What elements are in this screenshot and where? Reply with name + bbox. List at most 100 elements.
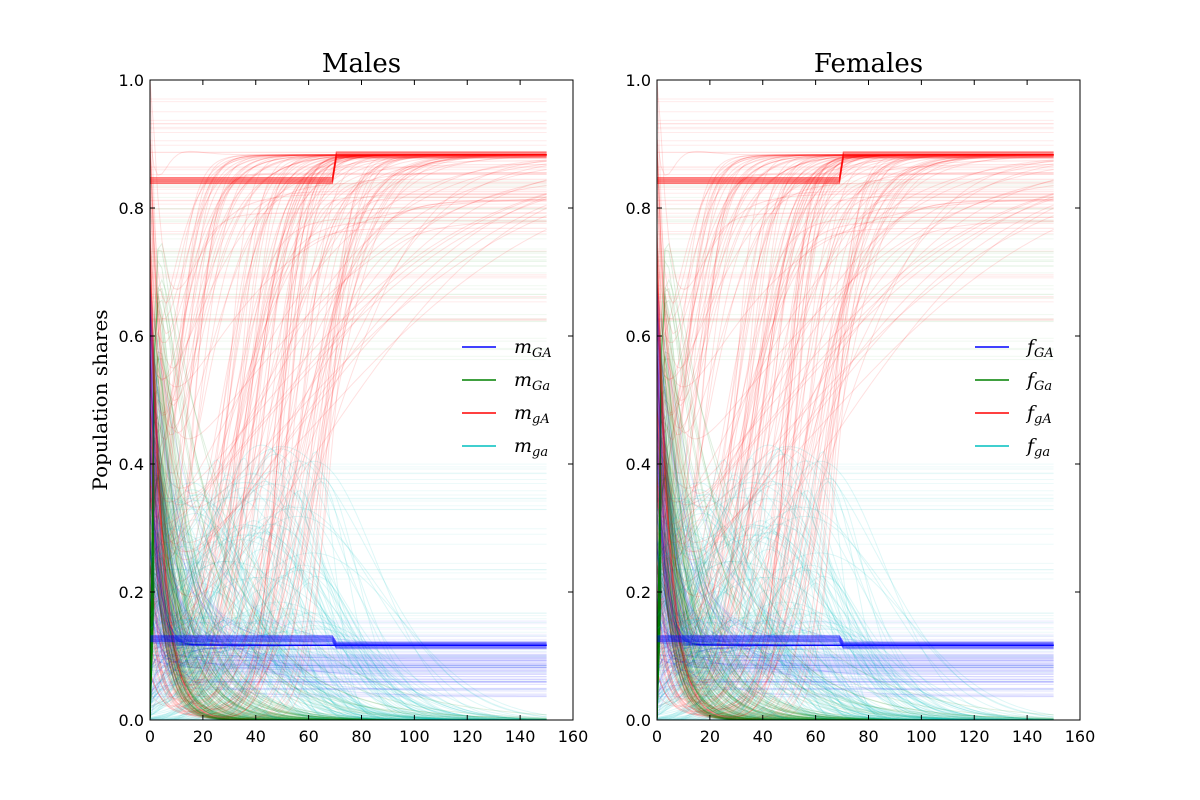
- trajectory-GA: [150, 323, 547, 660]
- trajectory-gA: [657, 198, 1054, 388]
- trajectory-GA: [657, 303, 1054, 689]
- trajectory-Ga: [150, 415, 547, 720]
- trajectory-ga: [657, 516, 1054, 720]
- trajectory-GA: [150, 277, 547, 657]
- trajectory-GA: [150, 603, 547, 664]
- trajectory-ga: [150, 490, 547, 720]
- trajectory-GA: [657, 547, 1054, 662]
- trajectory-Ga: [150, 392, 547, 720]
- trajectory-ga: [657, 631, 1054, 720]
- trajectory-gA: [657, 80, 1054, 290]
- trajectory-GA: [657, 609, 1054, 650]
- x-tick-label: 140: [1012, 727, 1043, 746]
- trajectory-ga: [150, 613, 547, 720]
- trajectory-lines: [150, 80, 547, 720]
- trajectory-ga: [150, 564, 547, 720]
- x-tick-label: 0: [652, 727, 662, 746]
- trajectory-ga: [150, 535, 547, 720]
- trajectory-ga: [657, 588, 1054, 720]
- trajectory-ga: [657, 617, 1054, 720]
- trajectory-gA: [657, 179, 1054, 561]
- trajectory-Ga: [150, 310, 547, 720]
- trajectory-ga: [150, 557, 547, 720]
- trajectory-GA: [657, 332, 1054, 678]
- trajectory-Ga: [150, 335, 547, 720]
- trajectory-ga: [150, 633, 547, 720]
- trajectory-Ga: [150, 496, 547, 720]
- trajectory-Ga: [657, 563, 1054, 720]
- y-tick-label: 0.0: [626, 711, 651, 730]
- trajectory-ga: [657, 506, 1054, 719]
- trajectory-ga: [657, 525, 1054, 720]
- trajectory-ga: [657, 446, 1054, 718]
- trajectory-Ga: [657, 581, 1054, 720]
- equilibrium-band-gA: [657, 157, 1054, 184]
- trajectory-Ga: [150, 576, 547, 720]
- x-tick-label: 80: [351, 727, 371, 746]
- trajectory-gA: [657, 194, 1054, 719]
- trajectory-Ga: [657, 443, 1054, 720]
- trajectory-ga: [657, 520, 1054, 720]
- trajectory-GA: [657, 315, 1054, 675]
- trajectory-Ga: [150, 581, 547, 720]
- trajectory-Ga: [657, 368, 1054, 720]
- trajectory-gA: [657, 221, 1054, 684]
- trajectory-GA: [657, 640, 1054, 655]
- trajectory-ga: [150, 585, 547, 720]
- trajectory-Ga: [657, 560, 1054, 720]
- trajectory-Ga: [657, 600, 1054, 720]
- trajectory-Ga: [657, 374, 1054, 720]
- legend-entry-Ga: fGa: [1025, 369, 1052, 394]
- trajectory-gA: [657, 80, 1054, 494]
- trajectory-Ga: [150, 391, 547, 720]
- trajectory-ga: [150, 614, 547, 720]
- trajectory-ga: [150, 506, 547, 719]
- trajectory-Ga: [150, 500, 547, 720]
- trajectory-gA: [657, 160, 1054, 503]
- trajectory-ga: [657, 629, 1054, 720]
- trajectory-ga: [150, 629, 547, 720]
- trajectory-gA: [657, 172, 1054, 616]
- x-tick-label: 80: [858, 727, 878, 746]
- equilibrium-band-gA: [150, 151, 547, 179]
- trajectory-Ga: [150, 581, 547, 720]
- trajectory-gA: [150, 194, 547, 719]
- trajectory-ga: [150, 532, 547, 720]
- trajectory-GA: [150, 640, 547, 655]
- trajectory-gA: [150, 180, 547, 440]
- trajectory-ga: [150, 470, 547, 720]
- trajectory-Ga: [150, 588, 547, 720]
- trajectory-GA: [150, 315, 547, 675]
- trajectory-Ga: [657, 287, 1054, 720]
- equilibrium-band-GA: [657, 637, 1054, 646]
- trajectory-ga: [657, 609, 1054, 720]
- trajectory-GA: [657, 613, 1054, 665]
- x-tick-label: 60: [298, 727, 318, 746]
- trajectory-ga: [657, 515, 1054, 718]
- trajectory-ga: [657, 519, 1054, 720]
- trajectory-GA: [150, 549, 547, 650]
- trajectory-ga: [657, 450, 1054, 720]
- trajectory-GA: [150, 299, 547, 669]
- trajectory-Ga: [150, 278, 547, 720]
- trajectory-ga: [657, 622, 1054, 720]
- trajectory-ga: [657, 448, 1054, 720]
- equilibrium-band-GA: [150, 637, 547, 646]
- trajectory-ga: [657, 557, 1054, 720]
- trajectory-ga: [657, 622, 1054, 720]
- trajectory-Ga: [657, 456, 1054, 720]
- trajectory-GA: [657, 431, 1054, 692]
- trajectory-Ga: [150, 463, 547, 720]
- trajectory-Ga: [657, 436, 1054, 720]
- trajectory-ga: [657, 474, 1054, 720]
- trajectory-ga: [657, 482, 1054, 720]
- trajectory-Ga: [150, 597, 547, 720]
- trajectory-ga: [657, 526, 1054, 720]
- trajectory-gA: [150, 172, 547, 665]
- trajectory-gA: [657, 212, 1054, 489]
- trajectory-GA: [657, 666, 1054, 704]
- trajectory-ga: [150, 524, 547, 720]
- trajectory-ga: [150, 525, 547, 720]
- trajectory-ga: [657, 621, 1054, 720]
- trajectory-Ga: [657, 500, 1054, 720]
